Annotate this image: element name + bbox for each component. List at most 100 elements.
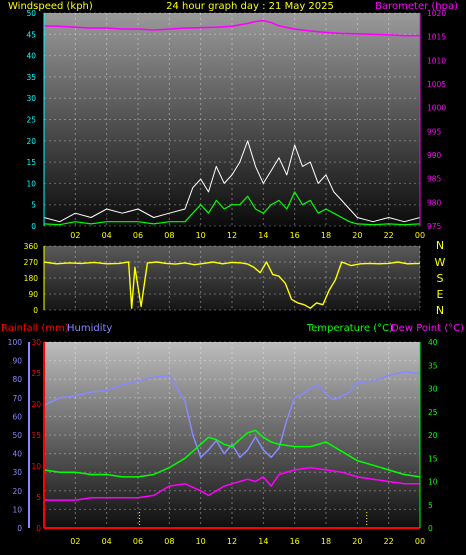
- rainfall-tick-label: 20: [31, 400, 41, 409]
- temperature-tick-label: 30: [428, 385, 438, 394]
- temperature-tick-label: 35: [428, 361, 438, 370]
- compass-labels: N W S E N: [435, 239, 446, 317]
- wind-direction-trace: [43, 261, 421, 309]
- rainfall-y-axis: 0 5 10 15 20 25 30: [31, 338, 41, 533]
- temperature-tick-label: 40: [428, 338, 438, 347]
- windspeed-tick-label: 15: [26, 158, 36, 167]
- wind-panel-series: [43, 19, 421, 226]
- x-tick-label: 10: [196, 537, 206, 546]
- barometer-tick-label: 1020: [427, 9, 446, 18]
- direction-tick-label: 360: [24, 242, 39, 251]
- x-tick-label: 08: [164, 537, 174, 546]
- x-tick-label: 14: [258, 537, 268, 546]
- compass-label: E: [437, 288, 444, 301]
- x-tick-label: 12: [227, 537, 237, 546]
- compass-label: W: [435, 256, 446, 269]
- barometer-tick-label: 985: [427, 175, 442, 184]
- humidity-axis-label: Humidity: [67, 323, 112, 334]
- humidity-line: [43, 371, 421, 459]
- x-tick-label: 14: [258, 231, 268, 240]
- x-tick-label: 06: [133, 537, 143, 546]
- windspeed-axis-label: Windspeed (kph): [8, 1, 93, 12]
- temperature-tick-label: 25: [428, 408, 438, 417]
- barometer-axis-label: Barometer (hpa): [375, 1, 458, 12]
- humidity-panel-background: [44, 342, 420, 528]
- x-tick-label: 04: [102, 231, 112, 240]
- x-tick-label: 00: [415, 537, 425, 546]
- barometer-tick-label: 975: [427, 222, 442, 231]
- x-tick-label: 08: [164, 231, 174, 240]
- x-tick-label: 06: [133, 231, 143, 240]
- humidity-tick-label: 0: [17, 524, 22, 533]
- temperature-y-axis: 0 5 10 15 20 25 30 35 40: [428, 338, 438, 533]
- windspeed-tick-label: 45: [26, 30, 36, 39]
- windspeed-tick-label: 5: [31, 201, 36, 210]
- rainfall-tick-label: 5: [36, 493, 41, 502]
- x-tick-label: 00: [415, 231, 425, 240]
- windspeed-tick-label: 35: [26, 73, 36, 82]
- compass-label: N: [436, 304, 444, 317]
- barometer-tick-label: 1000: [427, 104, 446, 113]
- direction-panel-background: [44, 246, 420, 310]
- temperature-tick-label: 15: [428, 454, 438, 463]
- wind-panel-background: [44, 13, 420, 226]
- windspeed-tick-label: 40: [26, 52, 36, 61]
- humidity-tick-label: 30: [12, 468, 22, 477]
- humidity-tick-label: 50: [12, 431, 22, 440]
- humidity-tick-label: 10: [12, 505, 22, 514]
- x-tick-label: 12: [227, 231, 237, 240]
- windspeed-tick-label: 50: [26, 9, 36, 18]
- humidity-tick-label: 20: [12, 487, 22, 496]
- humidity-tick-label: 40: [12, 450, 22, 459]
- x-tick-label: 16: [290, 231, 300, 240]
- humidity-tick-label: 70: [12, 394, 22, 403]
- direction-tick-label: 180: [24, 274, 39, 283]
- compass-label: N: [436, 239, 444, 252]
- wind-average-line: [43, 191, 421, 226]
- rainfall-tick-label: 30: [31, 338, 41, 347]
- barometer-line: [43, 19, 420, 37]
- humidity-tick-label: 80: [12, 375, 22, 384]
- humidity-axis-bar: [28, 342, 30, 528]
- x-tick-label: 18: [321, 231, 331, 240]
- temperature-tick-label: 10: [428, 478, 438, 487]
- wind-x-axis: 02 04 06 08 10 12 14 16 18 20 22 00: [70, 231, 425, 240]
- windspeed-tick-label: 20: [26, 137, 36, 146]
- temperature-tick-label: 0: [428, 524, 433, 533]
- direction-y-axis: 0 90 180 270 360: [24, 242, 39, 315]
- temperature-tick-label: 5: [428, 501, 433, 510]
- chart-title: 24 hour graph day : 21 May 2025: [166, 1, 334, 12]
- barometer-tick-label: 980: [427, 198, 442, 207]
- barometer-tick-label: 1015: [427, 33, 446, 42]
- compass-label: S: [437, 272, 444, 285]
- dewpoint-line: [44, 466, 420, 501]
- x-tick-label: 04: [102, 537, 112, 546]
- humidity-tick-label: 100: [8, 338, 23, 347]
- temperature-line: [43, 429, 421, 478]
- windspeed-tick-label: 25: [26, 116, 36, 125]
- x-tick-label: 22: [384, 231, 394, 240]
- x-tick-label: 20: [352, 231, 362, 240]
- rainfall-tick-label: 15: [31, 431, 41, 440]
- x-tick-label: 10: [196, 231, 206, 240]
- direction-series: [43, 261, 421, 309]
- humidity-tick-label: 90: [12, 357, 22, 366]
- x-tick-label: 20: [352, 537, 362, 546]
- direction-tick-label: 270: [24, 258, 39, 267]
- temperature-axis-label: Temperature (°C): [306, 323, 393, 334]
- windspeed-y-axis: 0 5 10 15 20 25 30 35 40 45 50: [26, 9, 36, 231]
- barometer-tick-label: 1005: [427, 80, 446, 89]
- windspeed-tick-label: 0: [31, 222, 36, 231]
- dewpoint-axis-label: Dew Point (°C): [391, 323, 464, 334]
- rainfall-tick-label: 0: [36, 524, 41, 533]
- direction-tick-label: 0: [33, 306, 38, 315]
- barometer-y-axis: 975 980 985 990 995 1000 1005 1010 1015 1020: [427, 9, 446, 231]
- direction-tick-label: 90: [28, 290, 38, 299]
- x-tick-label: 16: [290, 537, 300, 546]
- direction-panel-grid: [44, 245, 421, 311]
- humidity-tick-label: 60: [12, 412, 22, 421]
- barometer-tick-label: 995: [427, 127, 442, 136]
- rainfall-tick-label: 10: [31, 462, 41, 471]
- rainfall-axis-label: Rainfall (mm): [1, 323, 69, 334]
